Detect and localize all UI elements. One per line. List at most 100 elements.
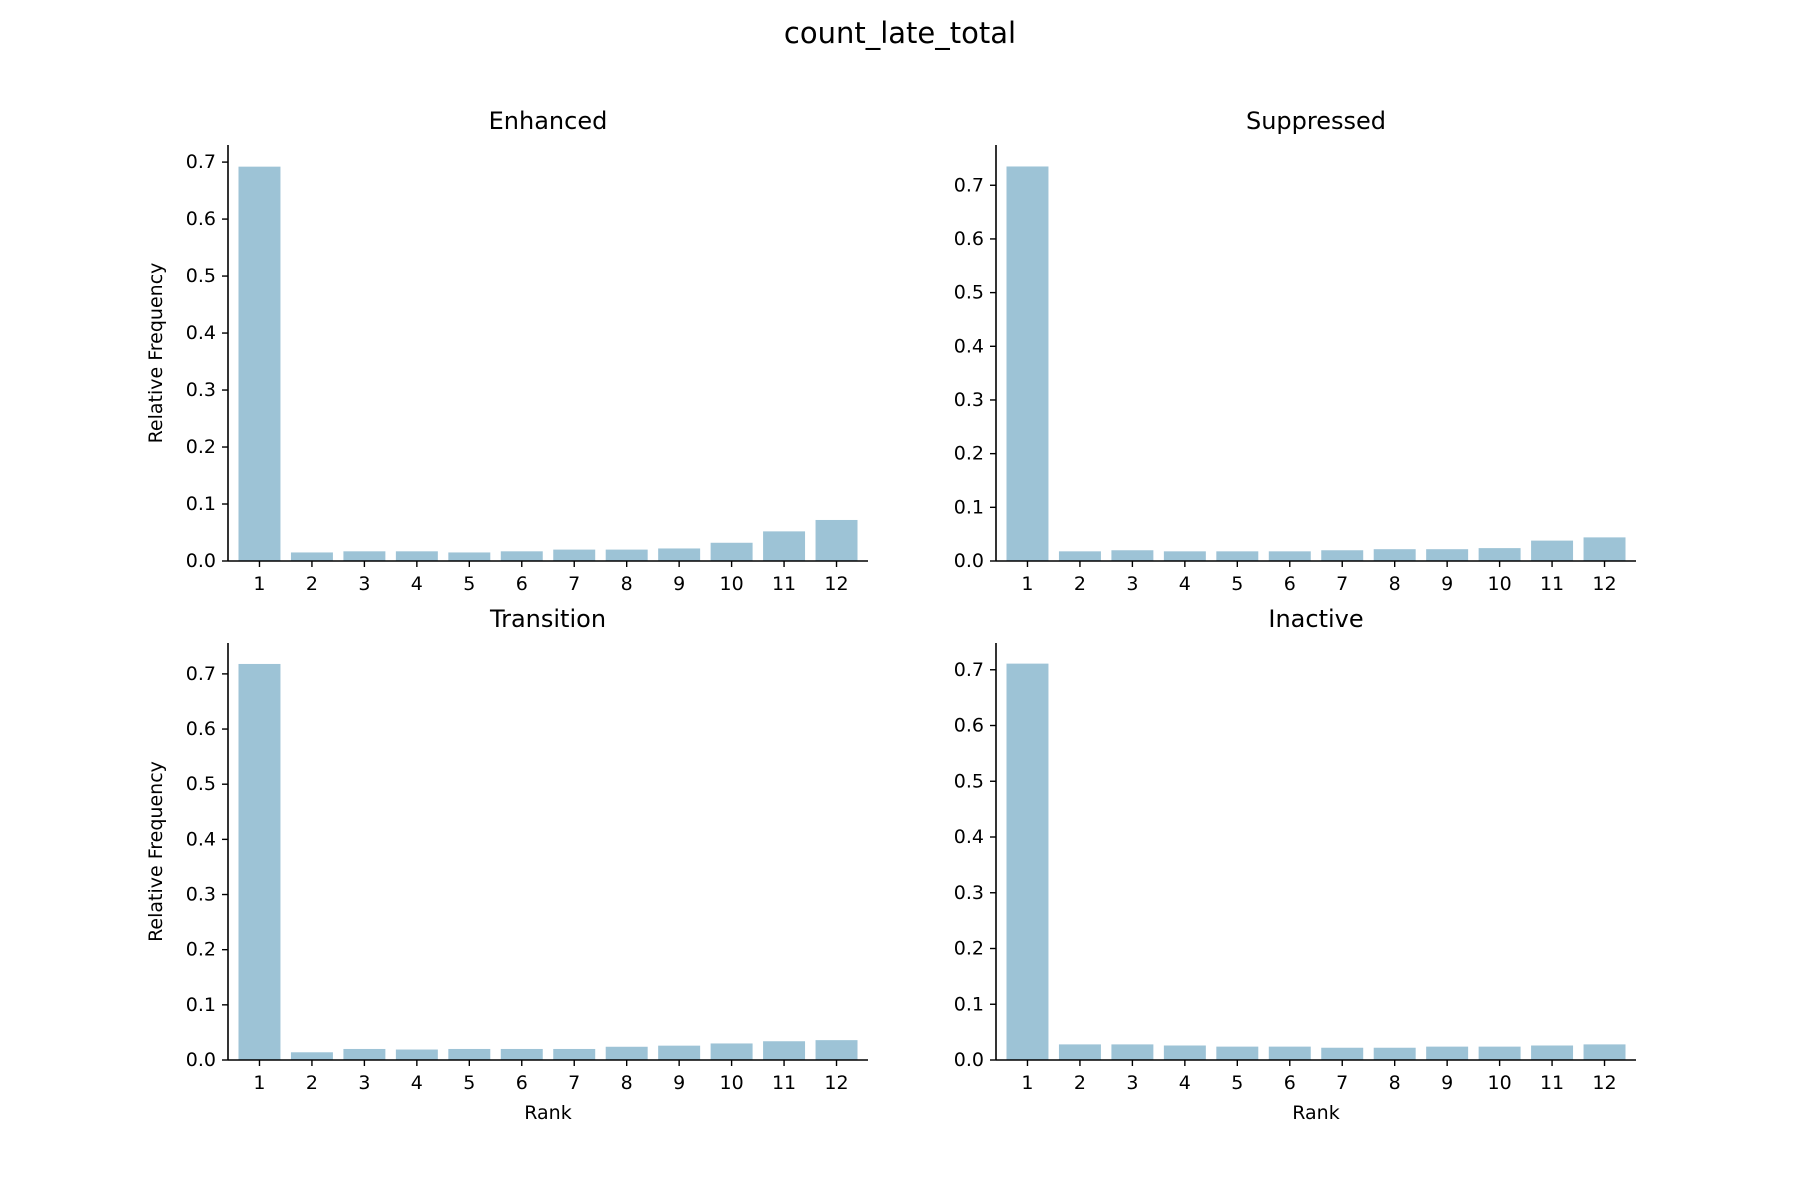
bar-11 (1531, 1045, 1574, 1060)
y-tick-label: 0.5 (954, 770, 984, 792)
y-tick-label: 0.0 (954, 550, 984, 572)
x-tick-label: 1 (253, 1072, 265, 1094)
bar-7 (553, 549, 596, 561)
bar-8 (1373, 549, 1416, 561)
x-axis-label: Rank (524, 1102, 571, 1124)
x-tick-label: 9 (673, 1072, 685, 1094)
y-tick-label: 0.3 (186, 379, 216, 401)
bar-11 (1531, 540, 1574, 561)
y-tick-label: 0.2 (186, 939, 216, 961)
bar-11 (763, 1041, 806, 1060)
y-tick-label: 0.4 (954, 335, 984, 357)
x-tick-label: 7 (1336, 573, 1348, 595)
bar-9 (1426, 1046, 1469, 1060)
x-tick-label: 6 (1284, 573, 1296, 595)
x-axis-label: Rank (1292, 1102, 1339, 1124)
x-tick-label: 5 (463, 1072, 475, 1094)
y-tick-label: 0.3 (186, 884, 216, 906)
y-tick-label: 0.7 (954, 659, 984, 681)
y-axis-label: Relative Frequency (145, 263, 167, 444)
y-tick-label: 0.6 (954, 228, 984, 250)
bar-5 (1216, 1046, 1259, 1060)
x-tick-label: 12 (824, 573, 848, 595)
x-tick-label: 11 (772, 573, 796, 595)
bar-6 (1268, 1046, 1311, 1060)
x-tick-label: 5 (463, 573, 475, 595)
bar-5 (448, 1048, 491, 1060)
y-tick-label: 0.3 (954, 882, 984, 904)
x-tick-label: 5 (1231, 1072, 1243, 1094)
y-tick-label: 0.6 (954, 715, 984, 737)
y-tick-label: 0.7 (186, 151, 216, 173)
x-tick-label: 2 (306, 1072, 318, 1094)
x-tick-label: 11 (1540, 573, 1564, 595)
bar-8 (1373, 1047, 1416, 1060)
bar-6 (500, 1048, 543, 1060)
bar-12 (1583, 1044, 1626, 1060)
y-tick-label: 0.7 (186, 663, 216, 685)
x-tick-label: 11 (1540, 1072, 1564, 1094)
x-tick-label: 10 (1488, 573, 1512, 595)
x-tick-label: 9 (673, 573, 685, 595)
bar-12 (815, 519, 858, 561)
bar-6 (500, 551, 543, 561)
x-tick-label: 5 (1231, 573, 1243, 595)
bar-12 (1583, 537, 1626, 561)
x-tick-label: 6 (516, 1072, 528, 1094)
bar-9 (1426, 549, 1469, 561)
x-tick-label: 8 (1389, 573, 1401, 595)
bar-2 (290, 1052, 333, 1060)
x-tick-label: 12 (1592, 573, 1616, 595)
x-tick-label: 1 (253, 573, 265, 595)
y-tick-label: 0.2 (954, 443, 984, 465)
bar-5 (448, 552, 491, 561)
bar-2 (1058, 551, 1101, 561)
x-tick-label: 7 (568, 1072, 580, 1094)
bar-12 (815, 1040, 858, 1060)
bar-4 (1163, 1045, 1206, 1060)
y-tick-label: 0.3 (954, 389, 984, 411)
x-tick-label: 8 (621, 1072, 633, 1094)
x-tick-label: 10 (720, 1072, 744, 1094)
bar-4 (395, 1049, 438, 1060)
x-tick-label: 7 (568, 573, 580, 595)
x-tick-label: 3 (358, 1072, 370, 1094)
x-tick-label: 10 (1488, 1072, 1512, 1094)
bar-10 (710, 542, 753, 561)
y-axis-label: Relative Frequency (145, 761, 167, 942)
y-tick-label: 0.4 (186, 828, 216, 850)
x-tick-label: 12 (824, 1072, 848, 1094)
x-tick-label: 8 (1389, 1072, 1401, 1094)
bar-8 (605, 1046, 648, 1060)
bar-3 (1111, 550, 1154, 561)
x-tick-label: 1 (1021, 573, 1033, 595)
bar-2 (290, 552, 333, 561)
subplot-title: Enhanced (489, 107, 608, 135)
bar-1 (238, 166, 281, 562)
bar-3 (1111, 1044, 1154, 1060)
x-tick-label: 6 (1284, 1072, 1296, 1094)
x-tick-label: 2 (1074, 573, 1086, 595)
y-tick-label: 0.2 (186, 436, 216, 458)
bar-3 (343, 1048, 386, 1060)
x-tick-label: 12 (1592, 1072, 1616, 1094)
x-tick-label: 1 (1021, 1072, 1033, 1094)
bar-6 (1268, 551, 1311, 561)
x-tick-label: 9 (1441, 1072, 1453, 1094)
x-tick-label: 4 (411, 573, 423, 595)
x-tick-label: 2 (1074, 1072, 1086, 1094)
subplot-title: Transition (489, 605, 606, 633)
y-tick-label: 0.2 (954, 938, 984, 960)
bar-1 (1006, 166, 1049, 562)
bar-9 (658, 548, 701, 561)
x-tick-label: 10 (720, 573, 744, 595)
x-tick-label: 6 (516, 573, 528, 595)
y-tick-label: 0.1 (954, 993, 984, 1015)
bar-1 (1006, 663, 1049, 1060)
y-tick-label: 0.1 (186, 493, 216, 515)
y-tick-label: 0.1 (954, 496, 984, 518)
bar-5 (1216, 551, 1259, 561)
y-tick-label: 0.6 (186, 718, 216, 740)
bar-7 (1321, 1047, 1364, 1060)
bar-2 (1058, 1044, 1101, 1060)
